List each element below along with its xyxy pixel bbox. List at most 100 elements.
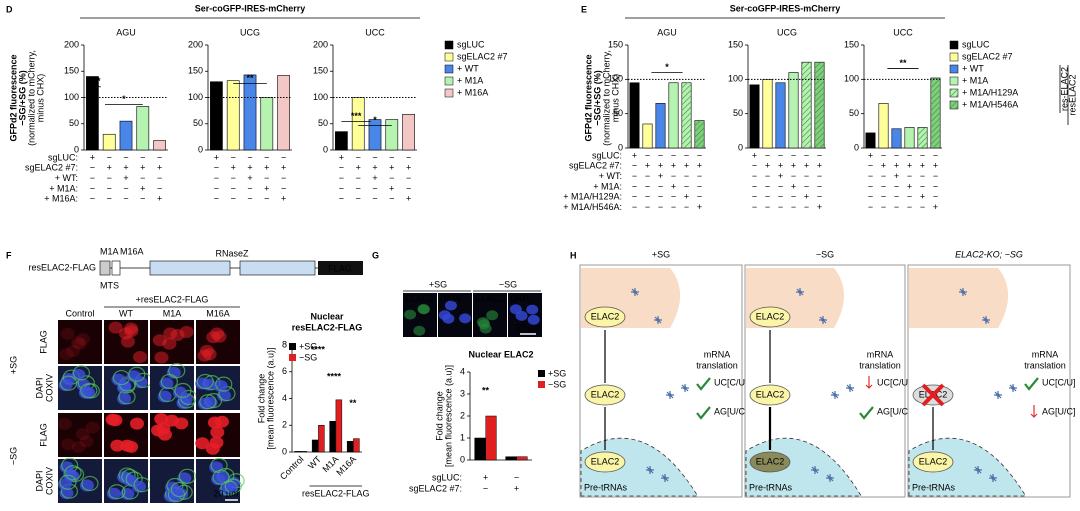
stain-label: ELAC2 [475,293,504,303]
translation-label: translation [859,360,901,370]
cell [174,417,189,430]
bar [629,82,640,149]
treatment-mark: − [281,173,286,183]
tag-label: FLAG [328,263,352,273]
trna-node [976,468,980,472]
check-icon [696,377,711,391]
bar [485,415,497,461]
chart-title: UCG [240,27,260,37]
cell [57,417,72,430]
treatment-mark: + [281,194,286,204]
treatment-mark: + [264,183,269,193]
translation-label: mRNA [1032,349,1059,359]
treatment-mark: − [214,173,219,183]
legend-swatch [444,64,454,74]
treatment-mark: − [894,150,899,160]
mito [59,474,77,490]
treatment-mark: − [778,150,783,160]
bar [402,114,415,151]
y-tick-label: 8 [282,339,287,349]
treatment-mark: + [645,161,650,171]
treatment-mark: − [697,171,702,181]
trna-node [996,393,1000,397]
condition-label: −SG [499,279,517,289]
protein-label: ELAC2 [591,389,620,399]
treatment-mark: + [778,171,783,181]
bar [346,441,354,453]
trna-node [961,290,965,294]
y-tick-label: 6 [282,366,287,376]
down-arrow [1030,405,1038,418]
cell [156,422,171,435]
treatment-mark: − [671,192,676,202]
bar [891,128,902,149]
y-tick-label: 100 [313,92,328,102]
treatment-mark: − [697,181,702,191]
treatment-mark: + [157,163,162,173]
treatment-mark: − [684,171,689,181]
legend-label: sgLUC [962,39,990,49]
treatment-mark: − [765,192,770,202]
cell [75,333,90,346]
treatment-mark: − [372,194,377,204]
significance: *** [351,111,362,121]
cell [78,386,93,399]
cell [197,397,212,410]
legend-label: sgELAC2 #7 [962,51,1013,61]
treatment-mark: − [372,152,377,162]
treatment-mark: − [514,472,519,482]
pre-label: Pre-tRNAs [912,482,956,492]
domain-box [149,260,231,276]
cell [195,437,210,450]
codon-label: UC[C/U] [877,377,911,387]
treatment-mark: − [817,150,822,160]
panel-letter: G [372,250,379,260]
treatment-mark: − [765,202,770,212]
cell [169,485,184,498]
cell [108,321,123,334]
treatment-mark: − [247,152,252,162]
treatment-mark: − [339,173,344,183]
chart-title: UCC [365,27,385,37]
check-icon [859,406,874,420]
bar [136,106,150,151]
mito [160,373,178,390]
trna-node [813,468,817,472]
y-tick-label: 100 [64,92,79,102]
check-icon [1024,377,1039,391]
column-label: M16A [206,308,230,318]
treatment-mark: − [247,183,252,193]
mito [215,376,233,392]
stain-label: COXIV [44,467,54,495]
condition-label: +SG [429,279,447,289]
panel-letter: D [6,4,13,14]
treatment-mark: − [658,150,663,160]
treatment-mark: − [372,183,377,193]
y-tick-label: 150 [728,39,743,49]
legend-label: + M1A [962,75,988,85]
treatment-mark: − [804,150,809,160]
stain-label: DAPI [510,293,531,303]
treatment-mark: − [881,202,886,212]
significance: ** [349,398,357,408]
treatment-mark: − [632,181,637,191]
treatment-mark: − [389,173,394,183]
y-tick-label: 0 [282,446,287,456]
treatment-mark: + [372,163,377,173]
trna-icon [654,316,662,324]
y-axis-label: [mean fluorescence (a.u)] [443,365,453,467]
mts-label: MTS [100,280,119,290]
cell [71,368,86,381]
trna-icon [796,288,804,296]
cell [413,325,426,336]
legend-label: + M1A/H129A [962,87,1018,97]
treatment-mark: + [920,192,925,202]
legend-hatch [950,101,958,109]
cell [202,348,217,361]
y-tick-label: 3 [460,388,465,398]
mitochondrion [909,268,1009,328]
stain-label: FLAG [38,330,48,354]
treatment-mark: − [231,194,236,204]
treatment-mark: + [907,181,912,191]
y-axis-label: [mean fluorescence (a.u)] [265,347,275,449]
